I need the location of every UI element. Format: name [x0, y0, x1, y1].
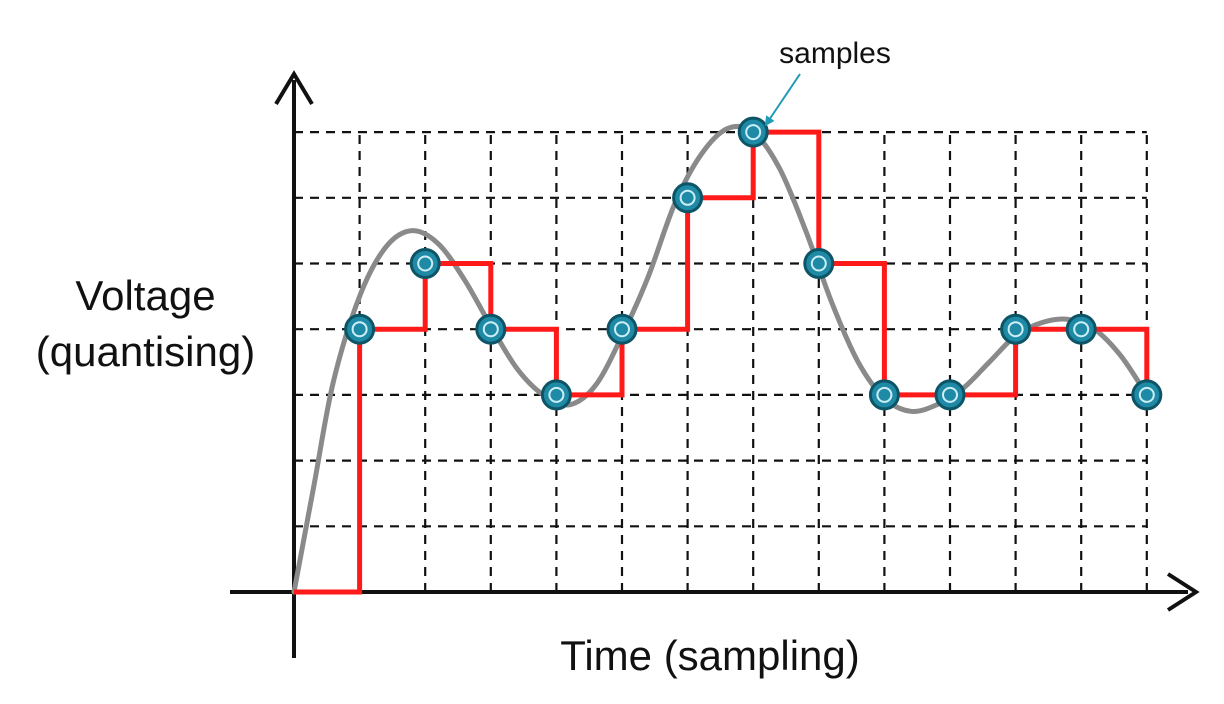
sample-point: [737, 116, 769, 148]
analog-signal: [291, 123, 1150, 595]
sample-point: [803, 248, 835, 279]
sample-point: [475, 313, 507, 345]
sample-point-outer: [540, 379, 572, 411]
signal-curve: [291, 123, 1150, 595]
grid: [294, 131, 1148, 592]
sample-point: [409, 248, 441, 279]
y-axis-label: Voltage (quantising): [18, 268, 273, 380]
sample-point-outer: [737, 116, 769, 148]
sample-point-outer: [1065, 313, 1097, 345]
sample-point-ring: [1138, 386, 1155, 403]
sample-point-ring: [745, 124, 762, 141]
x-axis-label: Time (sampling): [560, 632, 860, 679]
y-axis-arrowhead: [274, 70, 314, 106]
axes: [230, 70, 1200, 658]
sample-point: [868, 379, 900, 411]
samples-annotation-arrow: [764, 73, 801, 127]
sample-point-outer: [934, 379, 966, 411]
sample-point: [672, 182, 704, 214]
sample-point-ring: [1007, 321, 1024, 338]
sample-point-ring: [548, 386, 565, 403]
y-axis-label-line1: Voltage: [75, 272, 216, 319]
sample-point-ring: [679, 189, 696, 206]
samples-annotation-label: samples: [779, 37, 891, 70]
x-axis-arrowhead: [1166, 572, 1200, 612]
sample-point-ring: [1073, 321, 1090, 338]
sample-point-ring: [417, 255, 434, 272]
sample-point-outer: [672, 182, 704, 214]
sample-points: [344, 116, 1163, 411]
sample-point-outer: [475, 313, 507, 345]
sample-point-outer: [868, 379, 900, 411]
sample-point: [1065, 313, 1097, 345]
sample-point-ring: [614, 321, 630, 338]
sample-point: [606, 313, 638, 345]
sample-point-ring: [351, 321, 368, 338]
quantised-staircase: [294, 129, 1150, 595]
sample-point-outer: [409, 248, 441, 279]
sample-point-outer: [344, 313, 376, 345]
sample-point: [1000, 313, 1032, 345]
quantised-signal: [294, 129, 1150, 595]
sample-point: [1131, 379, 1163, 411]
sample-point: [540, 379, 572, 411]
sample-point-ring: [482, 321, 499, 338]
sample-point-outer: [803, 248, 835, 279]
sample-point: [344, 313, 376, 345]
sample-point-outer: [1000, 313, 1032, 345]
sample-point-outer: [1131, 379, 1163, 411]
sample-point-ring: [876, 386, 893, 403]
y-axis-label-line2: (quantising): [35, 328, 256, 375]
sample-point: [934, 379, 966, 411]
sample-point-outer: [606, 313, 638, 345]
sample-point-ring: [810, 255, 827, 272]
sample-point-ring: [942, 386, 958, 403]
